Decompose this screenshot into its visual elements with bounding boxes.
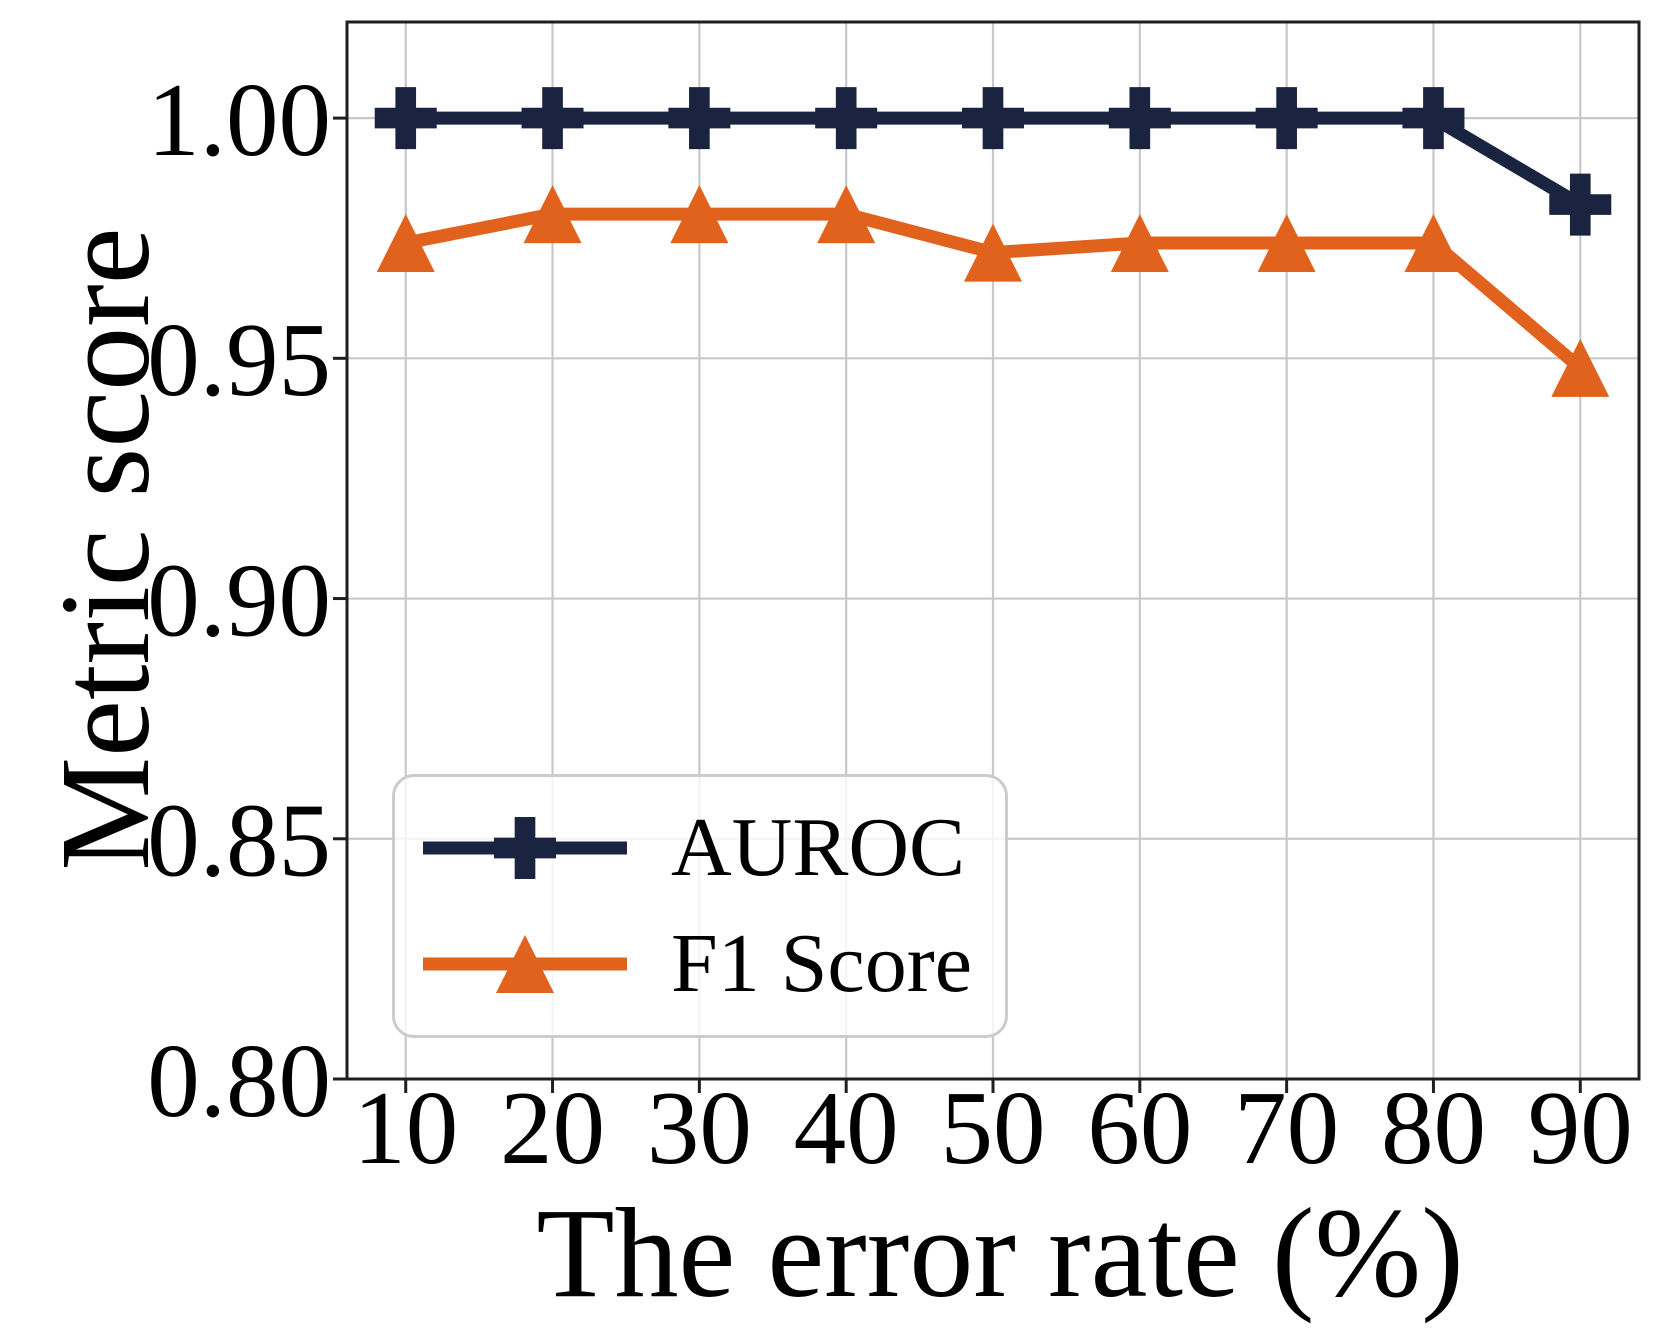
plus-marker-icon — [1549, 173, 1612, 236]
x-tick-label: 30 — [647, 1069, 752, 1186]
legend-item-f1-score: F1 Score — [419, 919, 1005, 1009]
triangle-marker-icon — [496, 935, 554, 993]
y-tick-label: 0.85 — [147, 782, 331, 899]
auroc-plus-marker-icon — [423, 817, 627, 879]
triangle-marker-icon — [1551, 338, 1610, 397]
plus-marker-icon — [1402, 87, 1465, 150]
x-tick-label: 80 — [1381, 1069, 1486, 1186]
plus-marker-icon — [962, 87, 1024, 150]
plus-marker-icon — [374, 87, 437, 150]
y-tick-label: 0.90 — [147, 541, 331, 658]
plus-marker-icon — [815, 87, 878, 150]
series-f1-score — [376, 185, 1610, 397]
tick-marks — [333, 116, 1582, 1093]
x-tick-label: 40 — [794, 1069, 899, 1186]
x-tick-labels: 10 20 30 40 50 60 70 80 90 — [353, 1069, 1633, 1186]
plus-marker-icon — [494, 817, 556, 879]
y-tick-labels: 0.80 0.85 0.90 0.95 1.00 — [147, 61, 331, 1139]
x-tick-label: 50 — [941, 1069, 1046, 1186]
series-auroc — [374, 87, 1612, 236]
plus-marker-icon — [1108, 87, 1171, 150]
triangle-marker-icon — [1404, 214, 1463, 273]
y-axis-label: Metric score — [34, 227, 176, 871]
x-tick-label: 60 — [1087, 1069, 1192, 1186]
y-tick-label: 0.80 — [147, 1022, 331, 1139]
legend-label-f1-score: F1 Score — [671, 917, 972, 1010]
legend: AUROC F1 Score — [392, 774, 1008, 1038]
f1-triangle-marker-icon — [423, 935, 627, 993]
y-tick-label: 1.00 — [147, 61, 331, 178]
triangle-marker-icon — [670, 185, 729, 244]
plus-marker-icon — [521, 87, 584, 150]
x-tick-label: 20 — [500, 1069, 605, 1186]
triangle-marker-icon — [964, 223, 1022, 282]
x-tick-label: 70 — [1234, 1069, 1339, 1186]
y-tick-label: 0.95 — [147, 301, 331, 418]
triangle-marker-icon — [817, 185, 876, 244]
plus-marker-icon — [668, 87, 731, 150]
plus-marker-icon — [1255, 87, 1318, 150]
x-tick-label: 90 — [1528, 1069, 1633, 1186]
triangle-marker-icon — [1110, 214, 1169, 273]
triangle-marker-icon — [1257, 214, 1316, 273]
legend-item-auroc: AUROC — [419, 803, 1005, 893]
triangle-marker-icon — [376, 214, 435, 273]
legend-label-auroc: AUROC — [671, 801, 966, 894]
x-tick-label: 10 — [353, 1069, 458, 1186]
x-axis-label: The error rate (%) — [536, 1182, 1464, 1324]
triangle-marker-icon — [523, 185, 582, 244]
